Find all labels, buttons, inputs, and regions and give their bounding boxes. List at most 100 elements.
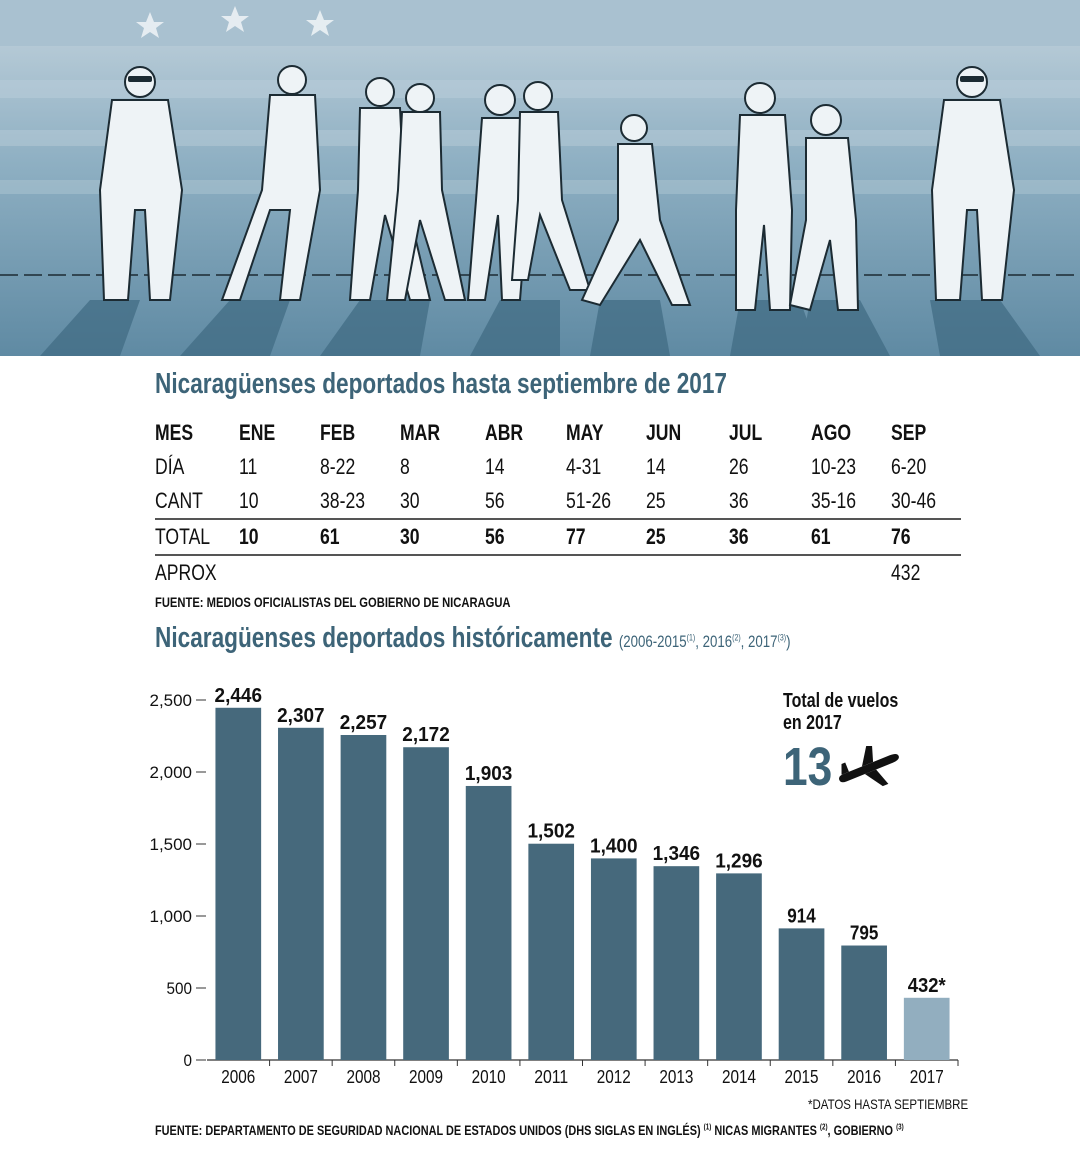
- total-cell: 56: [485, 518, 566, 556]
- x-tick-label: 2006: [221, 1067, 255, 1087]
- month-header: SEP: [891, 420, 927, 445]
- month-header: MAR: [400, 420, 441, 445]
- table-cell: 11: [239, 454, 258, 479]
- bar-data-label: 1,903: [465, 763, 513, 785]
- x-tick-label: 2015: [785, 1067, 819, 1087]
- bar-data-label: 1,346: [653, 843, 701, 865]
- table-row-quantity: CANT 10 38-23 30 56 51-26 25 36 35-16 30…: [155, 484, 961, 519]
- chart-footnote: *DATOS HASTA SEPTIEMBRE: [808, 1096, 969, 1112]
- x-tick-label: 2017: [910, 1067, 944, 1087]
- historic-bar-chart: 0 500 1,000 1,500 2,000 2,500 2,446 2006 2,307 20…: [150, 685, 959, 1087]
- x-tick-label: 2013: [659, 1067, 693, 1087]
- x-tick-label: 2010: [472, 1067, 506, 1087]
- month-header: ABR: [485, 420, 524, 445]
- month-header: FEB: [320, 420, 356, 445]
- table-cell: 35-16: [811, 488, 857, 513]
- y-tick-label: 500: [167, 979, 193, 998]
- monthly-table-title: Nicaragüenses deportados hasta septiembr…: [155, 368, 728, 400]
- x-tick-label: 2009: [409, 1067, 443, 1087]
- bar: [590, 858, 637, 1060]
- bar: [716, 873, 762, 1060]
- flights-count: 13: [783, 737, 833, 797]
- bar-data-label: 2,172: [402, 724, 450, 746]
- table-cell: 8-22: [320, 454, 356, 479]
- total-cell: 61: [320, 518, 400, 556]
- x-tick-label: 2007: [284, 1067, 318, 1087]
- x-tick-label: 2016: [847, 1067, 881, 1087]
- table-cell: 6-20: [891, 454, 927, 479]
- table-cell: 10-23: [811, 454, 857, 479]
- table-row-day: DÍA 11 8-22 8 14 4-31 14 26 10-23 6-20: [155, 450, 961, 484]
- bar-data-label: 2,257: [340, 712, 388, 734]
- table-cell: 26: [729, 454, 749, 479]
- y-tick-label: 2,000: [150, 763, 193, 782]
- y-tick-label: 1,500: [150, 835, 193, 854]
- flights-label: Total de vuelos en 2017: [783, 690, 899, 734]
- x-tick-label: 2011: [534, 1067, 568, 1087]
- bar-data-label: 1,502: [527, 821, 575, 843]
- monthly-deportations-table: MES ENE FEB MAR ABR MAY JUN JUL AGO SEP …: [155, 416, 961, 590]
- bar-data-label: 432*: [908, 975, 946, 997]
- historic-title-text: Nicaragüenses deportados históricamente: [155, 622, 613, 654]
- table-header-row: MES ENE FEB MAR ABR MAY JUN JUL AGO SEP: [155, 416, 961, 450]
- total-cell: 76: [891, 518, 961, 556]
- approx-value: 432: [891, 560, 921, 585]
- bar: [903, 997, 950, 1060]
- bar-data-label: 795: [850, 923, 879, 945]
- bar-data-label: 1,400: [590, 835, 638, 857]
- table-cell: 36: [729, 488, 749, 513]
- table-cell: 14: [646, 454, 666, 479]
- y-tick-label: 2,500: [150, 691, 193, 710]
- table-cell: 25: [646, 488, 666, 513]
- bar: [778, 928, 825, 1060]
- month-header: MAY: [566, 420, 604, 445]
- total-cell: 30: [400, 518, 485, 556]
- table-row-total: TOTAL 10 61 30 56 77 25 36 61 76: [155, 518, 961, 556]
- bar: [465, 785, 512, 1060]
- flights-callout: Total de vuelos en 2017 13: [783, 690, 983, 797]
- bar-data-label: 2,446: [215, 685, 263, 707]
- bar: [340, 734, 387, 1060]
- month-header: ENE: [239, 420, 276, 445]
- deportees-illustration: [0, 0, 1080, 356]
- total-cell: 36: [729, 518, 811, 556]
- bar: [528, 843, 575, 1060]
- table-cell: 30: [400, 488, 420, 513]
- month-header: AGO: [811, 420, 852, 445]
- x-tick-label: 2012: [597, 1067, 631, 1087]
- guard-figure: [98, 99, 184, 301]
- bar: [403, 747, 449, 1060]
- row-label: TOTAL: [155, 518, 239, 556]
- monthly-source: FUENTE: MEDIOS OFICIALISTAS DEL GOBIERNO…: [155, 594, 511, 610]
- row-label: CANT: [155, 488, 203, 513]
- table-row-approx: APROX 432: [155, 555, 961, 590]
- y-tick-label: 0: [184, 1051, 193, 1070]
- table-cell: 51-26: [566, 488, 612, 513]
- table-header-cell: MES: [155, 420, 194, 445]
- historic-subtitle: (2006-2015(1), 2016(2), 2017(3)): [618, 632, 791, 651]
- bar-data-label: 2,307: [277, 705, 325, 727]
- table-cell: 30-46: [891, 488, 937, 513]
- bar: [278, 727, 324, 1060]
- total-cell: 77: [566, 518, 646, 556]
- table-cell: 10: [239, 488, 259, 513]
- row-label: DÍA: [155, 454, 185, 479]
- total-cell: 61: [811, 518, 891, 556]
- x-tick-label: 2008: [346, 1067, 380, 1087]
- bar-data-label: 1,296: [715, 850, 763, 872]
- historic-title: Nicaragüenses deportados históricamente (…: [155, 622, 791, 655]
- table-cell: 8: [400, 454, 410, 479]
- bar: [653, 866, 700, 1060]
- table-cell: 14: [485, 454, 505, 479]
- bar: [841, 945, 887, 1060]
- y-tick-label: 1,000: [150, 907, 193, 926]
- bar: [215, 707, 262, 1060]
- month-header: JUN: [646, 420, 682, 445]
- month-header: JUL: [729, 420, 763, 445]
- x-tick-label: 2014: [722, 1067, 756, 1087]
- airplane-icon: [839, 746, 899, 787]
- table-cell: 4-31: [566, 454, 602, 479]
- total-cell: 25: [646, 518, 729, 556]
- bar-data-label: 914: [787, 905, 816, 927]
- total-cell: 10: [239, 518, 320, 556]
